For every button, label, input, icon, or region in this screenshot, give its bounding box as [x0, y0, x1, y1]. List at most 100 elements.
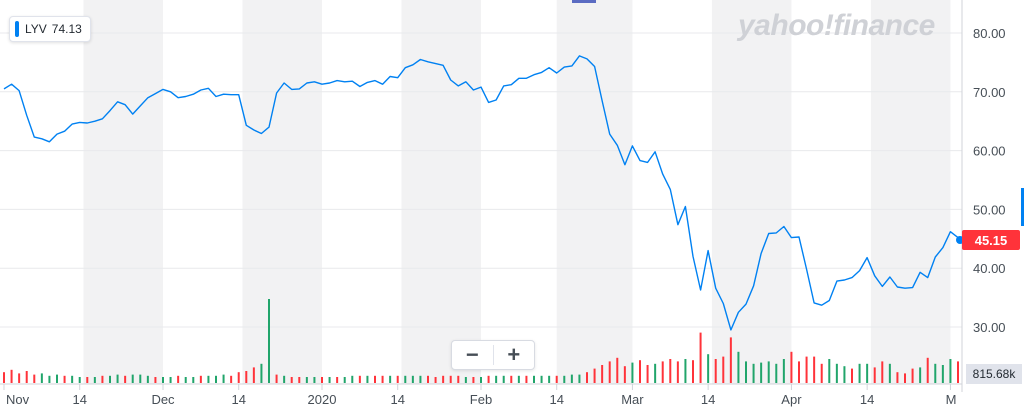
volume-bar: [162, 377, 164, 383]
volume-bar: [843, 366, 846, 383]
right-scroll-indicator[interactable]: [1021, 188, 1024, 226]
volume-bar: [351, 375, 354, 383]
volume-bar: [215, 375, 217, 383]
y-tick-label: 30.00: [973, 320, 1006, 335]
volume-bar: [389, 375, 392, 383]
volume-bar: [676, 361, 679, 383]
volume-bar: [813, 356, 816, 383]
volume-bar: [949, 359, 952, 383]
volume-bar: [487, 375, 490, 383]
volume-bar: [18, 373, 21, 383]
volume-bar: [260, 363, 263, 383]
volume-bars: [3, 299, 959, 383]
volume-bar: [283, 375, 286, 383]
volume-bar: [623, 366, 626, 383]
volume-bar: [154, 377, 157, 383]
volume-bar: [699, 332, 702, 383]
last-price-tag: 45.15: [962, 230, 1020, 250]
volume-bar: [222, 374, 225, 383]
volume-bar: [442, 375, 445, 383]
volume-bar: [646, 365, 649, 383]
zoom-divider: [492, 345, 494, 365]
volume-bar: [3, 372, 5, 383]
volume-bar: [858, 363, 861, 383]
volume-bar: [555, 375, 558, 383]
grid-lines: [0, 0, 963, 392]
volume-bar: [268, 299, 270, 383]
volume-bar: [63, 375, 66, 383]
volume-bar: [828, 359, 831, 383]
volume-bar: [904, 373, 906, 383]
volume-bar: [207, 375, 210, 383]
volume-bar: [124, 375, 127, 383]
volume-bar: [502, 375, 505, 383]
volume-bar: [888, 363, 891, 383]
volume-bar: [71, 375, 74, 383]
x-tick-label: Dec: [151, 392, 175, 407]
volume-bar: [639, 360, 641, 383]
volume-bar: [78, 377, 81, 383]
volume-bar: [926, 357, 929, 383]
volume-bar: [941, 365, 944, 383]
volume-bar: [684, 359, 687, 383]
legend-value: 74.13: [51, 22, 82, 36]
price-line: [3, 55, 959, 331]
volume-bar: [820, 363, 823, 383]
volume-bar: [427, 375, 429, 383]
volume-bar: [184, 377, 187, 383]
volume-bar: [866, 363, 869, 383]
x-tick-label: 14: [231, 392, 245, 407]
top-scroll-indicator[interactable]: [572, 0, 596, 3]
volume-bar: [540, 375, 543, 383]
legend-chip[interactable]: LYV 74.13: [9, 16, 91, 42]
volume-bar: [434, 377, 437, 383]
y-tick-label: 80.00: [973, 26, 1006, 41]
volume-bar: [911, 368, 914, 383]
volume-bar: [328, 377, 331, 383]
y-tick-label: 60.00: [973, 144, 1006, 159]
y-tick-label: 50.00: [973, 202, 1006, 217]
volume-bar: [116, 374, 119, 383]
yahoo-finance-logo: yahoo!finance: [738, 9, 935, 42]
volume-bar: [495, 375, 498, 383]
volume-bar: [934, 363, 937, 383]
month-band: [401, 0, 481, 384]
volume-bar: [601, 365, 604, 383]
volume-bar: [146, 375, 149, 383]
volume-bar: [593, 368, 596, 383]
volume-bar: [177, 375, 180, 383]
volume-bar: [93, 377, 96, 383]
volume-bar: [109, 375, 111, 383]
volume-bar: [563, 375, 566, 383]
zoom-controls: − +: [451, 340, 535, 370]
month-band: [711, 0, 792, 384]
volume-bar: [464, 377, 467, 383]
zoom-in-button[interactable]: +: [507, 342, 521, 367]
month-band: [242, 0, 322, 384]
x-tick-label: 14: [72, 392, 86, 407]
volume-bar: [336, 377, 339, 383]
volume-bar: [919, 367, 922, 383]
volume-bar: [714, 359, 717, 383]
volume-bar: [548, 375, 551, 383]
volume-bar: [139, 374, 142, 383]
volume-bar: [358, 375, 361, 383]
volume-bar: [729, 337, 732, 383]
volume-bar: [298, 377, 301, 383]
volume-bar: [396, 375, 399, 383]
volume-bar: [745, 361, 747, 383]
x-tick-label: Apr: [781, 392, 802, 407]
volume-bar: [722, 356, 725, 383]
last-price-marker: [956, 236, 964, 244]
volume-bar: [48, 375, 51, 383]
volume-bar: [805, 356, 808, 383]
volume-bar: [480, 377, 482, 383]
month-band: [83, 0, 163, 384]
x-tick-label: 14: [549, 392, 563, 407]
zoom-out-button[interactable]: −: [465, 342, 479, 367]
volume-bar: [790, 351, 793, 383]
volume-bar: [835, 363, 838, 383]
volume-bar: [767, 361, 770, 383]
volume-bar: [404, 375, 407, 383]
